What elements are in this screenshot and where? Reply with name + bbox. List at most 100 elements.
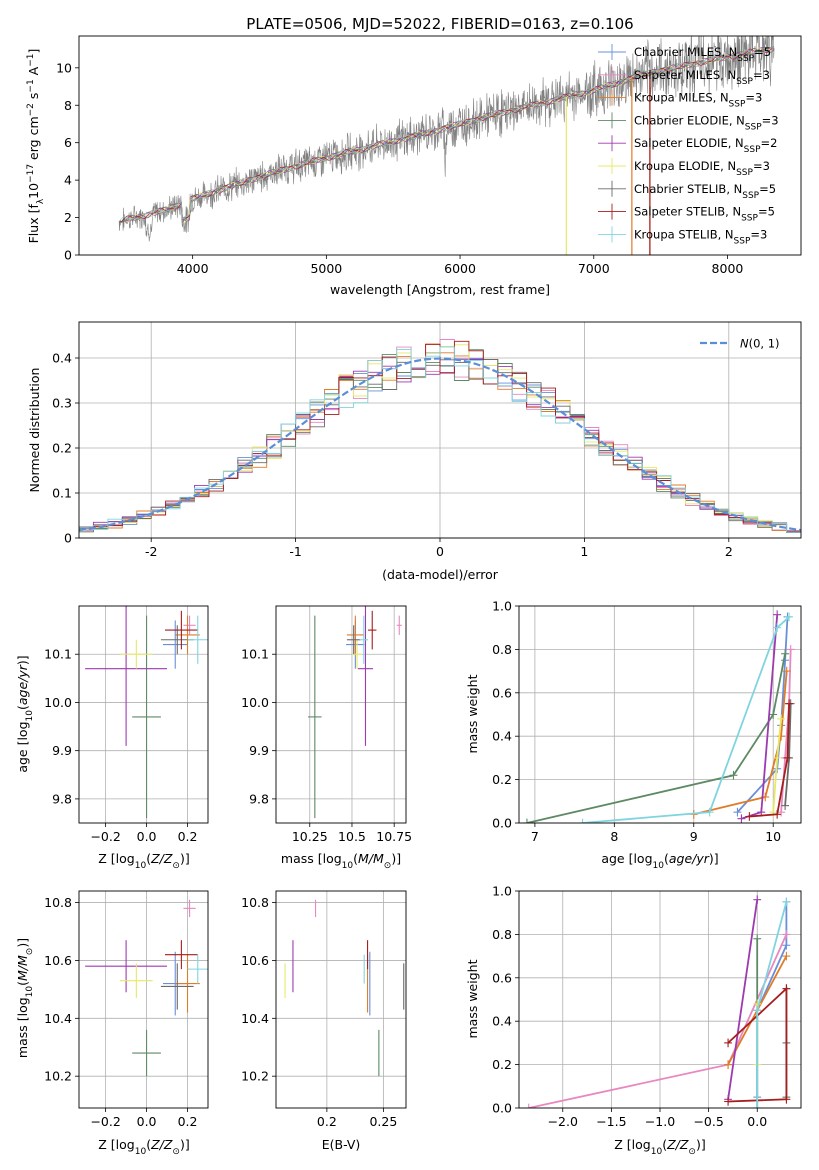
spectrum-frame [78, 35, 802, 256]
label-part: −2 [26, 103, 36, 116]
label-part: ⊙ [384, 861, 392, 871]
label-part: ( [146, 851, 151, 866]
mwZ-frame [518, 890, 802, 1109]
mwAge-xtick-label: 9 [690, 829, 698, 844]
label-part: =3 [762, 113, 779, 127]
label-part: ( [353, 851, 358, 866]
mwZ-xtick-label: −2.0 [548, 1114, 578, 1129]
label-part: erg cm [26, 116, 41, 164]
label-part: )] [180, 1137, 190, 1152]
massZ-ytick-label: 10.4 [44, 1011, 72, 1026]
massEbv-ytick-label: 10.6 [241, 953, 269, 968]
hist-frame-group: -2 -1 0 1 2 0 0.1 0.2 0.3 0.4 [52, 321, 802, 559]
label-part: −1 [26, 79, 36, 92]
ageZ-frame-group: −0.2 0.0 0.2 9.8 9.9 10.0 10.1 [44, 605, 209, 844]
mwAge-xtick-label: 8 [610, 829, 618, 844]
label-part: )] [15, 938, 30, 948]
mwZ-grid [519, 890, 801, 1109]
ageZ-ytick-label: 9.8 [52, 791, 72, 806]
ageZ-xtick-label: −0.2 [90, 829, 120, 844]
spectrum-model-kroupa_stelib [118, 47, 774, 222]
mwZ-line-salpeter_elodie [727, 899, 759, 1100]
mwAge-xtick-label: 10 [765, 829, 781, 844]
ageZ-plot [85, 606, 208, 819]
massZ-frame-group: −0.2 0.0 0.2 10.2 10.4 10.6 10.8 [44, 890, 209, 1129]
ageMass-frame-group: 10.25 10.5 10.75 9.8 9.9 10.0 10.1 [241, 605, 412, 844]
mwZ-line-kroupa_stelib [756, 901, 788, 1108]
label-part: SSP [744, 145, 761, 155]
massZ-xlabel: Z [log10(Z/Z⊙)] [98, 1137, 189, 1157]
massEbv-frame-group: 0.2 0.25 10.2 10.4 10.6 10.8 [241, 890, 407, 1129]
hist-plot [79, 339, 801, 538]
mwAge-ytick-label: 0.0 [492, 816, 512, 831]
ageMass-xtick-label: 10.5 [338, 829, 366, 844]
ageMass-ytick-label: 9.9 [249, 743, 269, 758]
spectrum-xtick-label: 6000 [444, 261, 476, 276]
ageMass-xtick-label: 10.25 [292, 829, 328, 844]
label-part: −17 [26, 164, 36, 183]
massZ-ytick-label: 10.2 [44, 1069, 72, 1084]
ageMass-axes: 10.25 10.5 10.75 9.8 9.9 10.0 10.1 [241, 605, 412, 844]
massEbv-xtick-label: 0.2 [317, 1114, 337, 1129]
label-part: 10 [135, 1147, 147, 1157]
label-part: ( [664, 851, 669, 866]
hist-legend: N(0, 1) [700, 337, 780, 351]
hist-xtick-label: -2 [145, 544, 157, 559]
mwZ-axes: −2.0 −1.5 −1.0 −0.5 0.0 0.0 0.2 0.4 0.6 0.8 1.0 [492, 884, 802, 1129]
label-part: )] [391, 851, 401, 866]
label-part: Salpeter STELIB, N [634, 205, 741, 219]
legend-label-salpeter_stelib: Salpeter STELIB, NSSP=5 [634, 205, 775, 224]
ageMass-ytick-label: 9.8 [249, 791, 269, 806]
ageMass-ytick-label: 10.1 [241, 647, 269, 662]
spectrum-model-salpeter_elodie [125, 46, 775, 222]
mwAge-xlabel: age [log10(age/yr)] [601, 851, 718, 871]
hist-step-kroupa_stelib [79, 346, 801, 538]
label-part: =3 [753, 68, 770, 82]
label-part: 10 [25, 710, 35, 722]
spectrum-axes: 4000 5000 6000 7000 8000 0 2 4 6 8 10 [56, 35, 802, 276]
label-part: 10 [342, 861, 354, 871]
mwZ-ytick-label: 0.0 [492, 1101, 512, 1116]
hist-gauss-line [79, 357, 801, 532]
hist-ytick-label: 0.3 [52, 396, 72, 411]
hist-ylabel: Normed distribution [27, 368, 42, 493]
label-part: SSP [745, 122, 762, 132]
spectrum-xtick-label: 7000 [578, 261, 610, 276]
label-part: age/yr [669, 851, 710, 866]
legend-label-kroupa_stelib: Kroupa STELIB, NSSP=3 [634, 227, 767, 246]
mwAge-ytick-label: 0.2 [492, 772, 512, 787]
label-part: ( [15, 705, 30, 710]
label-part: SSP [729, 100, 746, 110]
ageMass-frame [275, 605, 407, 824]
spectrum-xtick-label: 5000 [310, 261, 342, 276]
legend-label-chabrier_elodie: Chabrier ELODIE, NSSP=3 [634, 113, 779, 132]
massEbv-axes: 0.2 0.25 10.2 10.4 10.6 10.8 [241, 890, 407, 1129]
ageZ-ytick-label: 10.1 [44, 647, 72, 662]
label-part: ⊙ [172, 1147, 180, 1157]
mwAge-xtick-label: 7 [531, 829, 539, 844]
label-part: s [26, 93, 41, 104]
hist-frame [78, 321, 802, 539]
label-part: Z [log [614, 1137, 650, 1152]
spectrum-xlabel: wavelength [Angstrom, rest frame] [330, 282, 550, 297]
mwAge-ytick-label: 0.6 [492, 685, 512, 700]
mwZ-ytick-label: 0.6 [492, 970, 512, 985]
massEbv-frame [275, 890, 407, 1109]
hist-ytick-label: 0.2 [52, 441, 72, 456]
label-part: λ [36, 198, 46, 204]
hist-legend-label: N(0, 1) [740, 337, 780, 351]
mwAge-plot [522, 610, 795, 823]
massZ-plot [85, 899, 208, 1077]
spectrum-xtick-label: 8000 [712, 261, 744, 276]
hist-axes: -2 -1 0 1 2 0 0.1 0.2 0.3 0.4 [52, 321, 802, 559]
massEbv-xtick-label: 0.25 [369, 1114, 397, 1129]
hist-ytick-label: 0.1 [52, 486, 72, 501]
label-part: )] [709, 851, 719, 866]
spectrum-data-line [118, 36, 775, 242]
label-part: Chabrier STELIB, N [634, 182, 742, 196]
ageZ-ylabel: age [log10(age/yr)] [15, 655, 35, 772]
spectrum-ytick-label: 2 [64, 210, 72, 225]
spectrum-ytick-label: 8 [64, 98, 72, 113]
spectrum-model-kroupa_elodie [125, 47, 775, 224]
